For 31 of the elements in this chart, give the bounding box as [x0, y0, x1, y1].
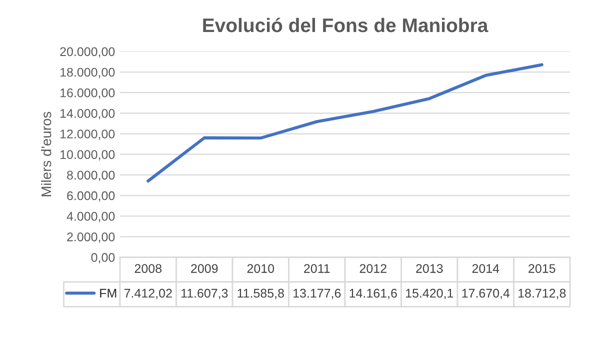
x-tick-label: 2009: [191, 264, 218, 273]
x-tick-label: 2011: [304, 264, 330, 273]
data-label: 7.412,02: [124, 288, 172, 300]
data-label: 11.607,3: [181, 288, 228, 300]
data-label: 18.712,8: [518, 288, 566, 300]
y-tick-label: 12.000,00: [60, 130, 115, 140]
y-tick-label: 6.000,00: [67, 191, 115, 202]
data-label: 11.585,8: [238, 288, 284, 300]
x-tick-label: 2014: [472, 264, 500, 273]
chart-title: Evolució del Fons de Maniobra: [203, 18, 488, 32]
data-label: 15.420,1: [406, 288, 454, 300]
line-series: [146, 63, 544, 183]
y-tick-label: 18.000,00: [60, 68, 115, 78]
legend-label: FM: [100, 288, 116, 298]
y-tick-label: 2.000,00: [67, 232, 115, 243]
data-label: 13.177,6: [294, 288, 341, 300]
data-label: 17.670,4: [462, 288, 510, 300]
y-tick-label: 4.000,00: [66, 212, 115, 222]
y-tick-label: 8.000,00: [67, 170, 115, 182]
x-tick-label: 2015: [528, 264, 556, 273]
y-tick-label: 10.000,00: [60, 150, 115, 160]
x-tick-label: 2013: [416, 264, 443, 273]
x-tick-label: 2010: [247, 264, 274, 273]
y-tick-label: 0,00: [91, 253, 115, 264]
x-tick-label: 2008: [134, 264, 162, 273]
y-axis-title: Milers d'euros: [41, 112, 52, 196]
data-label: 14.161,6: [350, 288, 397, 300]
y-tick-label: 20.000,00: [60, 47, 115, 58]
y-tick-label: 14.000,00: [60, 108, 115, 120]
y-tick-label: 16.000,00: [60, 88, 115, 99]
x-tick-label: 2012: [360, 264, 386, 273]
